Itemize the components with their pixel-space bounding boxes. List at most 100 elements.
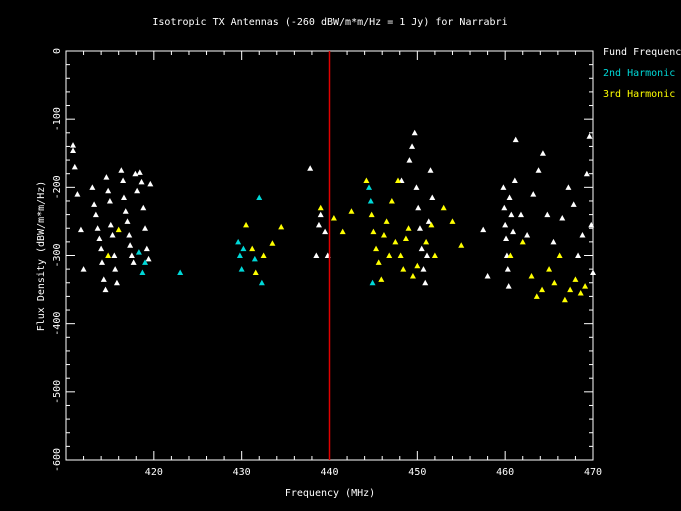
- series-3-point: [115, 226, 122, 233]
- series-3-point: [392, 238, 399, 245]
- series-3-point: [561, 296, 568, 303]
- series-1-point: [102, 286, 109, 293]
- series-1-point: [411, 129, 418, 136]
- y-tick-label: 0: [52, 48, 63, 54]
- series-1-point: [423, 252, 430, 258]
- series-3-point: [577, 289, 584, 296]
- series-1-point: [105, 187, 112, 194]
- series-1-point: [145, 255, 152, 262]
- x-tick-label: 460: [496, 467, 514, 478]
- series-1-point: [501, 204, 508, 211]
- series-1-point: [429, 194, 436, 201]
- series-2-point: [135, 249, 142, 255]
- series-1-point: [124, 218, 131, 224]
- series-3-point: [260, 252, 267, 258]
- series-2-point: [235, 238, 242, 245]
- series-1-point: [502, 221, 509, 228]
- series-1-point: [89, 184, 96, 190]
- series-1-point: [504, 266, 511, 272]
- series-1-point: [586, 133, 593, 139]
- legend-entry-1: Fund Frequency: [603, 47, 681, 58]
- series-3-point: [380, 232, 387, 238]
- series-2-point: [369, 279, 376, 286]
- series-1-point: [511, 177, 518, 184]
- series-3-point: [582, 283, 589, 289]
- series-1-point: [127, 242, 134, 248]
- series-1-point: [134, 187, 141, 194]
- series-3-point: [330, 215, 337, 221]
- series-1-point: [508, 211, 515, 218]
- series-1-point: [550, 238, 557, 245]
- series-3-point: [431, 252, 438, 258]
- series-1-point: [106, 197, 113, 204]
- series-1-point: [524, 232, 531, 238]
- series-3-point: [414, 262, 421, 269]
- series-3-point: [423, 238, 430, 245]
- series-1-point: [109, 232, 116, 238]
- x-axis-label: Frequency (MHz): [285, 488, 375, 499]
- y-tick-label: -600: [52, 448, 63, 472]
- series-1-point: [570, 201, 577, 207]
- series-1-point: [307, 165, 314, 171]
- series-1-point: [91, 201, 98, 207]
- series-3-point: [400, 266, 407, 272]
- series-1-point: [120, 194, 127, 201]
- x-tick-label: 450: [408, 467, 426, 478]
- series-3-point: [539, 286, 546, 293]
- series-2-point: [236, 252, 243, 258]
- series-3-point: [252, 269, 259, 276]
- series-1-point: [138, 178, 145, 185]
- series-1-point: [122, 208, 129, 214]
- series-1-point: [544, 211, 551, 218]
- series-2-point: [238, 266, 245, 272]
- series-1-point: [420, 266, 427, 272]
- series-3-point: [370, 228, 377, 235]
- series-3-point: [368, 211, 375, 218]
- series-1-point: [70, 142, 77, 148]
- series-2-point: [367, 197, 374, 204]
- series-1-point: [583, 170, 590, 177]
- series-1-point: [530, 191, 537, 197]
- series-1-point: [71, 163, 78, 170]
- y-tick-label: -300: [52, 243, 63, 267]
- y-tick-label: -400: [52, 312, 63, 336]
- legend-entry-3: 3rd Harmonic: [603, 89, 675, 100]
- series-1-point: [103, 174, 110, 180]
- series-3-point: [386, 252, 393, 258]
- series-1-point: [147, 180, 154, 187]
- y-tick-label: -500: [52, 380, 63, 404]
- series-1-point: [425, 218, 432, 224]
- series-1-point: [120, 177, 127, 184]
- series-1-point: [579, 232, 586, 238]
- series-3-point: [373, 245, 380, 252]
- series-3-point: [383, 218, 390, 224]
- series-3-point: [397, 252, 404, 258]
- axis-ticks: [66, 50, 594, 461]
- y-tick-label: -100: [52, 107, 63, 131]
- series-1-point: [136, 169, 143, 175]
- series-1-point: [99, 259, 106, 265]
- series-1-point: [96, 235, 103, 241]
- series-1-point: [112, 266, 119, 272]
- series-3-point: [339, 228, 346, 235]
- series-1-point: [590, 269, 596, 276]
- series-1-point: [418, 245, 425, 252]
- series-3-point: [567, 286, 574, 293]
- series-1-point: [98, 245, 105, 252]
- series-1-point: [427, 167, 434, 173]
- series-3-point: [269, 240, 276, 246]
- legend-entry-2: 2nd Harmonic: [603, 68, 675, 79]
- series-3-point: [528, 272, 535, 279]
- series-1-point: [575, 252, 582, 258]
- series-3-point: [405, 225, 412, 231]
- series-1-point: [92, 211, 99, 218]
- series-1-point: [484, 272, 491, 279]
- series-1-point: [413, 184, 420, 190]
- series-1-point: [512, 136, 519, 143]
- series-1-point: [317, 211, 324, 218]
- data-points: [70, 129, 596, 303]
- series-2-point: [142, 259, 149, 265]
- series-3-point: [440, 204, 447, 211]
- series-1-point: [107, 221, 114, 228]
- series-1-point: [80, 266, 87, 272]
